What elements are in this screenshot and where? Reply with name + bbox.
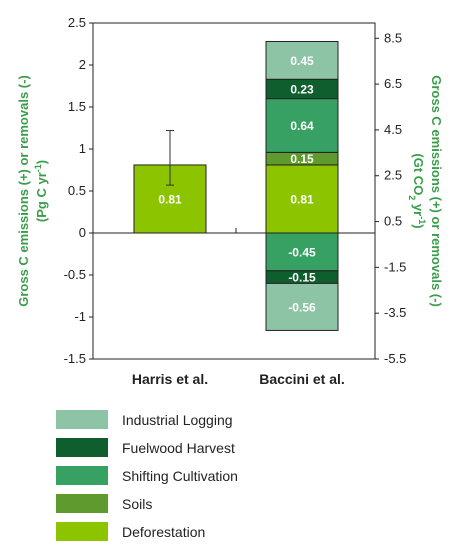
legend-label: Industrial Logging xyxy=(122,412,233,428)
left-axis-title: Gross C emissions (+) or removals (-) (Pg… xyxy=(16,75,49,307)
bar-segment-label: -0.45 xyxy=(288,245,316,259)
right-axis-title: Gross C emissions (+) or removals (-)(Gt… xyxy=(407,75,444,307)
right-tick-label: 8.5 xyxy=(384,30,402,45)
left-tick-label: -1 xyxy=(74,309,86,324)
legend-label: Shifting Cultivation xyxy=(122,468,238,484)
right-axis-title-unit-end: ) xyxy=(411,224,426,228)
left-tick-label: -1.5 xyxy=(64,351,86,366)
legend-label: Soils xyxy=(122,496,152,512)
right-axis-title-unit-mid: yr xyxy=(411,200,426,216)
category-label: Harris et al. xyxy=(132,371,208,387)
left-tick-label: 2 xyxy=(79,57,86,72)
legend-swatch xyxy=(56,410,108,429)
right-tick-label: -5.5 xyxy=(384,351,406,366)
left-tick-label: 0.5 xyxy=(68,183,86,198)
bar-segment-label: -0.15 xyxy=(288,271,316,285)
bar-segment-label: 0.81 xyxy=(290,192,314,206)
left-tick-label: 0 xyxy=(79,225,86,240)
bar-segment-label: 0.45 xyxy=(290,54,314,68)
right-axis-title-unit: (Gt CO xyxy=(411,153,426,195)
left-tick-label: -0.5 xyxy=(64,267,86,282)
right-tick-label: 4.5 xyxy=(384,122,402,137)
bar-segment-label: -0.56 xyxy=(288,300,316,314)
left-tick-label: 1 xyxy=(79,141,86,156)
legend-swatch xyxy=(56,466,108,485)
legend-swatch xyxy=(56,438,108,457)
right-axis-title-unit-sub: 2 xyxy=(407,195,417,200)
legend-swatch xyxy=(56,494,108,513)
legend-label: Deforestation xyxy=(122,524,205,540)
bar-segment-label: 0.81 xyxy=(158,192,182,206)
left-axis-title-unit-sup: -1 xyxy=(33,164,43,172)
right-tick-label: -3.5 xyxy=(384,305,406,320)
left-tick-label: 2.5 xyxy=(68,15,86,30)
right-tick-label: 2.5 xyxy=(384,168,402,183)
bar-segment-label: 0.64 xyxy=(290,119,314,133)
legend-swatch xyxy=(56,522,108,541)
right-tick-label: 6.5 xyxy=(384,76,402,91)
bar-segment xyxy=(265,40,339,80)
left-axis-title-unit: (Pg C yr xyxy=(34,172,49,222)
bar-segment-label: 0.15 xyxy=(290,152,314,166)
bar-segment xyxy=(265,164,339,234)
left-tick-label: 1.5 xyxy=(68,99,86,114)
left-axis-title-line1: Gross C emissions (+) or removals (-) xyxy=(16,75,31,307)
right-tick-label: -1.5 xyxy=(384,259,406,274)
right-tick-label: 0.5 xyxy=(384,214,402,229)
right-axis-title-unit-sup: -1 xyxy=(417,216,427,224)
bar-segment xyxy=(265,98,339,153)
category-label: Baccini et al. xyxy=(259,371,345,387)
bar-segment-label: 0.23 xyxy=(290,82,314,96)
bar-segment-removal xyxy=(265,282,339,331)
right-axis-title-line1: Gross C emissions (+) or removals (-) xyxy=(429,75,444,307)
left-axis-title-unit-end: ) xyxy=(34,160,49,164)
legend-label: Fuelwood Harvest xyxy=(122,440,235,456)
